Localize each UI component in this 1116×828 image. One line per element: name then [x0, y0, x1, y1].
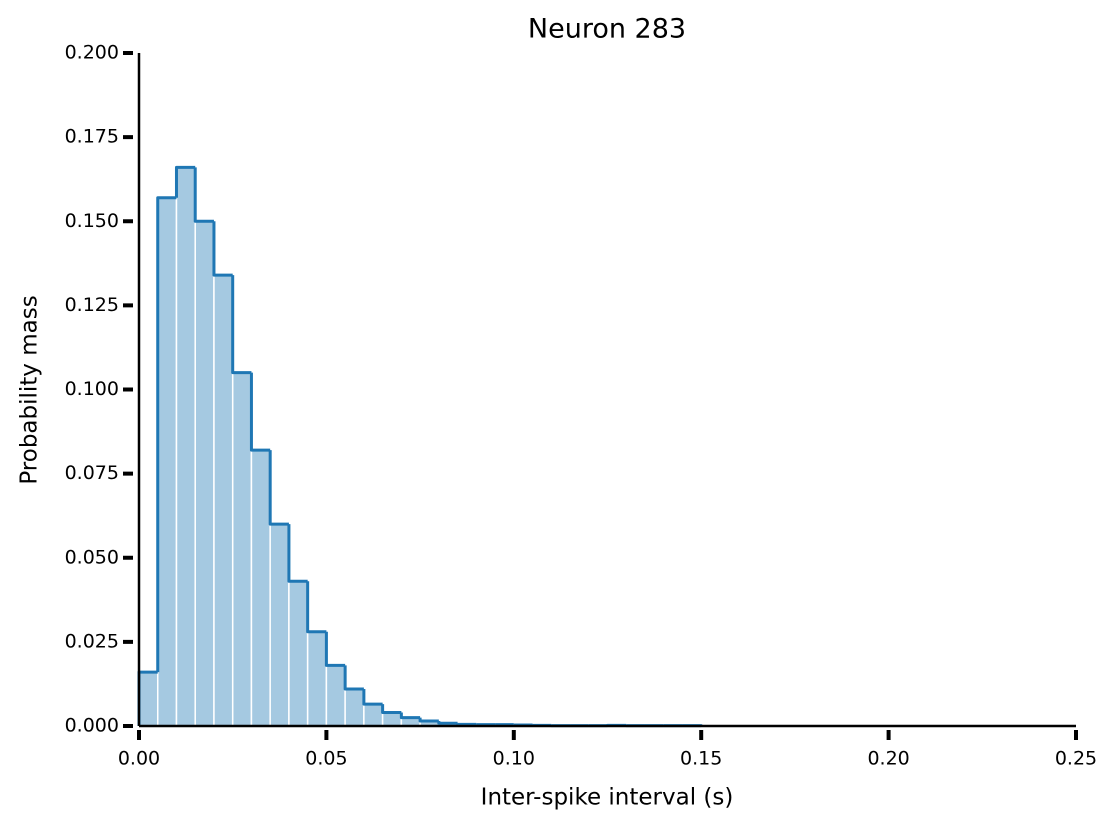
y-tick-label: 0.150 [65, 210, 119, 232]
x-tick-label: 0.00 [118, 748, 160, 770]
y-tick-label: 0.050 [65, 546, 119, 568]
bar [306, 631, 328, 727]
step-outline [381, 704, 402, 715]
y-tick-label: 0.075 [65, 462, 119, 484]
y-tick-label: 0.100 [65, 378, 119, 400]
bar [381, 711, 403, 727]
y-tick-label: 0.125 [65, 294, 119, 316]
bar [269, 523, 290, 727]
step-outline [174, 165, 196, 198]
x-tick-label: 0.25 [1055, 748, 1097, 770]
step-outline [418, 717, 439, 723]
step-outline [231, 275, 252, 375]
bar [213, 274, 234, 727]
step-outline [268, 450, 289, 526]
bar [175, 166, 196, 727]
y-axis-label: Probability mass [17, 295, 43, 484]
step-outline [287, 524, 308, 583]
bar [288, 580, 309, 727]
step-outline [156, 196, 177, 673]
x-axis-label: Inter-spike interval (s) [481, 785, 734, 811]
x-tick-label: 0.15 [680, 748, 722, 770]
bar [250, 449, 271, 727]
step-outline [324, 631, 346, 667]
bar [138, 671, 159, 727]
bar [231, 371, 253, 727]
bar [194, 220, 215, 727]
step-outline [456, 722, 477, 726]
x-tick-label: 0.10 [493, 748, 535, 770]
bar [156, 196, 178, 727]
step-outline [399, 712, 421, 720]
x-tick-label: 0.05 [305, 748, 347, 770]
step-outline [362, 688, 383, 706]
step-outline [437, 720, 458, 725]
step-outline [212, 221, 233, 277]
step-outline [249, 372, 271, 452]
y-tick-label: 0.000 [65, 715, 119, 737]
y-tick-label: 0.200 [65, 42, 119, 64]
step-outline [343, 665, 364, 691]
y-tick-label: 0.025 [65, 630, 119, 652]
step-outline [193, 167, 214, 223]
bar [344, 688, 365, 727]
bar [325, 664, 346, 727]
step-outline [306, 581, 327, 634]
chart-title: Neuron 283 [528, 14, 686, 45]
y-tick-label: 0.175 [65, 126, 119, 148]
x-tick-label: 0.20 [867, 748, 909, 770]
bar [363, 703, 384, 727]
